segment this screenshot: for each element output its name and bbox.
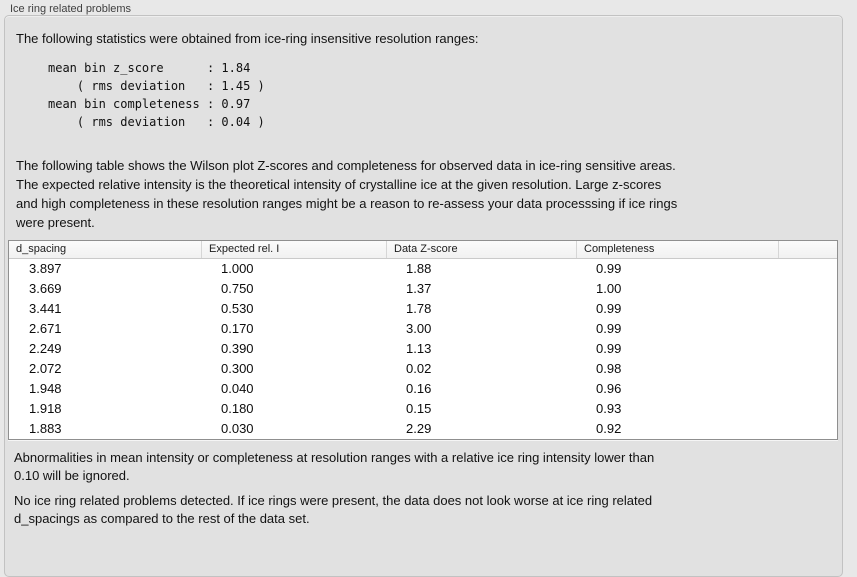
table-cell: 0.92 (596, 421, 622, 436)
column-header-Data Z-score[interactable]: Data Z-score (386, 241, 576, 258)
table-row[interactable]: 3.897 1.000 1.88 0.99 (9, 259, 837, 279)
table-cell: 1.00 (596, 281, 622, 296)
table-cell (778, 379, 837, 399)
table-body: 3.897 1.000 1.88 0.99 3.669 0.750 1.37 1.00 3.44… (9, 259, 837, 439)
stats-block: mean bin z_score : 1.84 ( rms deviation … (48, 61, 265, 129)
table-cell: 0.98 (596, 361, 622, 376)
table-cell: 2.671 (29, 321, 62, 336)
table-cell: 0.530 (221, 301, 254, 316)
table-cell: 0.030 (221, 421, 254, 436)
table-cell: 2.29 (406, 421, 432, 436)
table-cell: 1.918 (29, 401, 62, 416)
column-header-Completeness[interactable]: Completeness (576, 241, 778, 258)
table-row[interactable]: 2.249 0.390 1.13 0.99 (9, 339, 837, 359)
table-cell: 3.00 (406, 321, 432, 336)
table-intro-text: The following table shows the Wilson plo… (16, 158, 678, 230)
table-cell: 3.897 (29, 261, 62, 276)
table-cell: 0.15 (406, 401, 432, 416)
table-header-row: d_spacing Expected rel. I Data Z-score Comp… (9, 241, 837, 259)
table-cell: 3.669 (29, 281, 62, 296)
table-cell: 1.13 (406, 341, 432, 356)
table-cell: 3.441 (29, 301, 62, 316)
table-cell: 1.948 (29, 381, 62, 396)
table-cell: 0.99 (596, 341, 622, 356)
table-cell (778, 299, 837, 319)
table-cell (778, 319, 837, 339)
table-cell: 1.000 (221, 261, 254, 276)
table-row[interactable]: 2.072 0.300 0.02 0.98 (9, 359, 837, 379)
table-cell: 2.072 (29, 361, 62, 376)
table-cell: 0.99 (596, 301, 622, 316)
table-cell: 0.170 (221, 321, 254, 336)
table-cell: 2.249 (29, 341, 62, 356)
table-cell: 0.750 (221, 281, 254, 296)
panel-title: Ice ring related problems (10, 3, 132, 15)
table-cell: 1.88 (406, 261, 432, 276)
table-cell: 1.37 (406, 281, 432, 296)
ignore-rule-text: Abnormalities in mean intensity or compl… (14, 450, 655, 483)
table-row[interactable]: 2.671 0.170 3.00 0.99 (9, 319, 837, 339)
table-cell: 0.99 (596, 261, 622, 276)
table-cell: 0.99 (596, 321, 622, 336)
table-cell (778, 339, 837, 359)
table-cell (778, 419, 837, 439)
table-cell: 0.93 (596, 401, 622, 416)
column-header-d_spacing[interactable]: d_spacing (16, 243, 67, 255)
stats-intro-text: The following statistics were obtained f… (16, 31, 479, 46)
column-header-blank[interactable] (778, 241, 837, 258)
table-cell: 0.02 (406, 361, 432, 376)
table-cell (778, 279, 837, 299)
conclusion-text: No ice ring related problems detected. I… (14, 493, 653, 526)
table-cell: 1.883 (29, 421, 62, 436)
table-row[interactable]: 3.669 0.750 1.37 1.00 (9, 279, 837, 299)
table-cell (778, 359, 837, 379)
table-cell: 0.040 (221, 381, 254, 396)
table-cell (778, 259, 837, 279)
column-header-Expected rel. I[interactable]: Expected rel. I (201, 241, 386, 258)
table-row[interactable]: 1.883 0.030 2.29 0.92 (9, 419, 837, 439)
table-cell (778, 399, 837, 419)
table-cell: 0.180 (221, 401, 254, 416)
table-cell: 1.78 (406, 301, 432, 316)
table-row[interactable]: 1.948 0.040 0.16 0.96 (9, 379, 837, 399)
table-row[interactable]: 3.441 0.530 1.78 0.99 (9, 299, 837, 319)
table-row[interactable]: 1.918 0.180 0.15 0.93 (9, 399, 837, 419)
table-cell: 0.390 (221, 341, 254, 356)
table-cell: 0.16 (406, 381, 432, 396)
table-cell: 0.300 (221, 361, 254, 376)
ice-ring-table: d_spacing Expected rel. I Data Z-score Comp… (8, 240, 838, 440)
table-cell: 0.96 (596, 381, 622, 396)
